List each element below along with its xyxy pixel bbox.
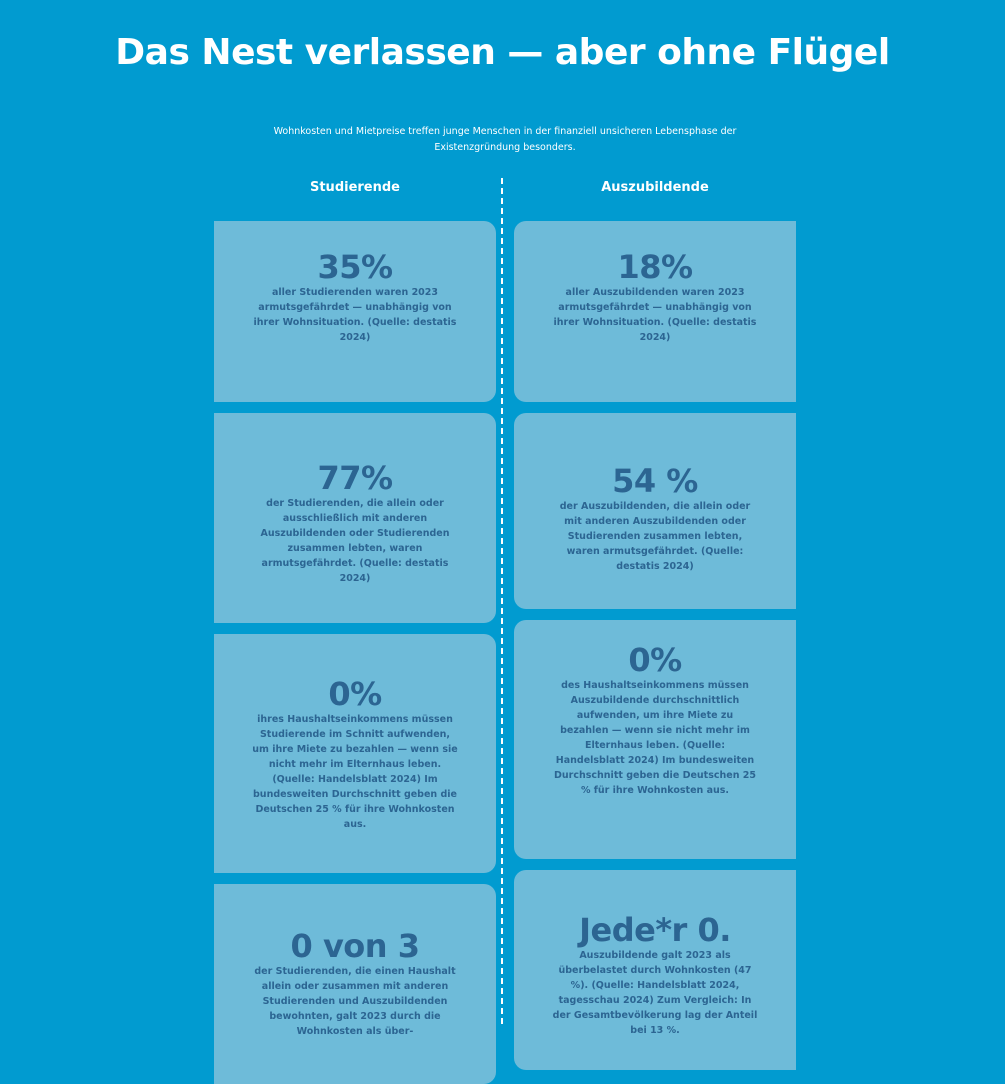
column-header-students: Studierende bbox=[309, 180, 401, 195]
stat-card: 0% ihres Haushaltseinkommens müssen Stud… bbox=[214, 634, 496, 873]
column-divider bbox=[501, 178, 503, 1024]
page-title: Das Nest verlassen — aber ohne Flügel bbox=[115, 32, 890, 73]
stat-card: Jede*r 0. Auszubildende galt 2023 als üb… bbox=[514, 870, 796, 1070]
stat-value: 0 von 3 bbox=[290, 927, 420, 965]
stat-card: 35% aller Studierenden waren 2023 armuts… bbox=[214, 221, 496, 402]
stat-card: 77% der Studierenden, die allein oder au… bbox=[214, 413, 496, 623]
stat-card: 0% des Haushaltseinkommens müssen Auszub… bbox=[514, 620, 796, 859]
stat-text: der Studierenden, die allein oder aussch… bbox=[260, 498, 450, 584]
stat-text: aller Auszubildenden waren 2023 armutsge… bbox=[553, 286, 757, 343]
stat-value: 0% bbox=[628, 640, 682, 679]
column-header-apprentices: Auszubildende bbox=[601, 180, 709, 195]
stat-card: 0 von 3 der Studierenden, die einen Haus… bbox=[214, 884, 496, 1084]
stat-text: Auszubildende galt 2023 als überbelastet… bbox=[552, 950, 758, 1036]
stat-value: Jede*r 0. bbox=[579, 911, 731, 949]
stat-text: ihres Haushaltseinkommens müssen Studier… bbox=[252, 713, 458, 830]
stat-value: 0% bbox=[328, 674, 382, 713]
stat-text: der Studierenden, die einen Haushalt all… bbox=[254, 966, 456, 1037]
stat-text: des Haushaltseinkommens müssen Auszubild… bbox=[554, 679, 756, 796]
stat-card: 18% aller Auszubildenden waren 2023 armu… bbox=[514, 221, 796, 402]
stat-text: der Auszubildenden, die allein oder mit … bbox=[559, 500, 751, 572]
stat-value: 77% bbox=[317, 459, 393, 497]
stat-value: 18% bbox=[617, 247, 693, 286]
stat-value: 35% bbox=[317, 247, 393, 286]
stat-text: aller Studierenden waren 2023 armutsgefä… bbox=[253, 286, 457, 343]
page-subtitle: Wohnkosten und Mietpreise treffen junge … bbox=[273, 126, 737, 153]
stat-card: 54 % der Auszubildenden, die allein oder… bbox=[514, 413, 796, 609]
stat-value: 54 % bbox=[612, 461, 698, 500]
